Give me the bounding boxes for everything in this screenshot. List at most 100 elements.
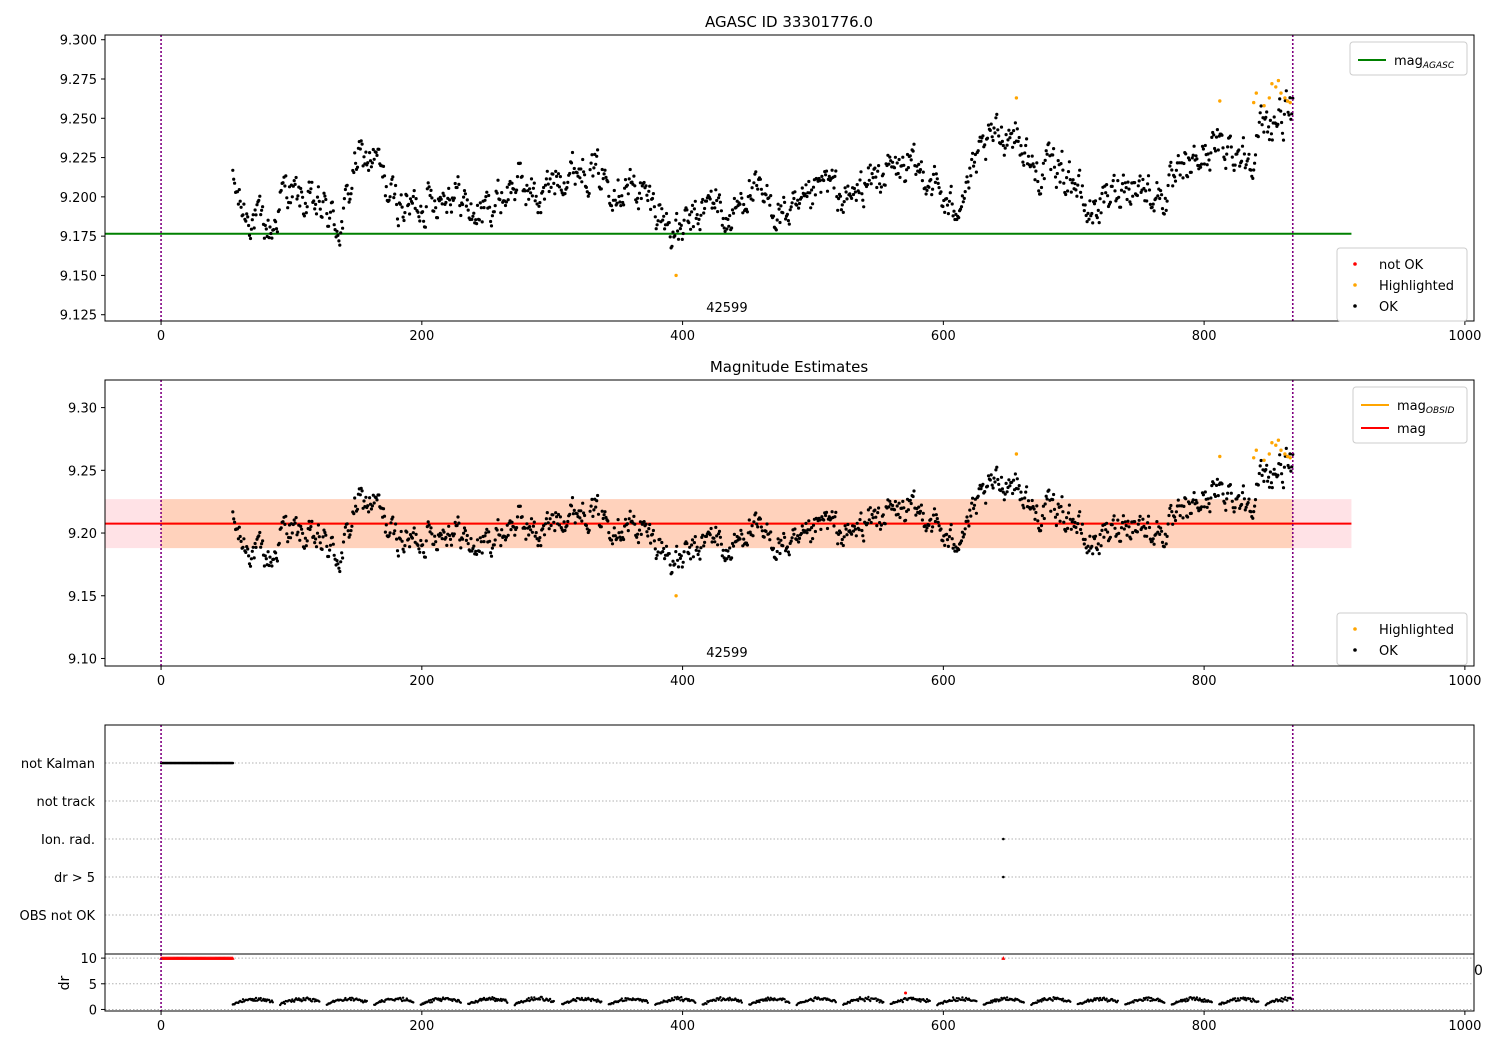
- ok-point: [1077, 514, 1081, 518]
- ok-point: [495, 191, 499, 195]
- dr-point: [313, 1000, 316, 1003]
- dr-point: [1132, 1001, 1135, 1004]
- ok-point: [747, 518, 751, 522]
- ok-point: [414, 532, 418, 537]
- ok-point: [471, 546, 475, 551]
- ok-point: [293, 182, 297, 186]
- ok-point: [1054, 185, 1058, 189]
- ok-point: [1012, 129, 1016, 133]
- ok-point: [463, 529, 467, 533]
- dr-point: [1197, 999, 1201, 1002]
- ok-point: [233, 520, 237, 524]
- ok-point: [704, 534, 709, 539]
- ok-point: [1162, 212, 1166, 216]
- ok-point: [507, 182, 511, 186]
- ok-point: [714, 525, 718, 530]
- ok-point: [388, 195, 392, 199]
- ok-point: [312, 534, 316, 538]
- ok-point: [1209, 496, 1213, 500]
- dr-point: [918, 997, 921, 1001]
- dr-point: [705, 1002, 708, 1006]
- ok-point: [1066, 511, 1071, 515]
- ok-point: [1145, 199, 1149, 203]
- ok-point: [525, 183, 529, 187]
- ok-point: [594, 162, 598, 166]
- ok-point: [388, 531, 392, 535]
- ok-point: [527, 533, 531, 537]
- dr-point: [961, 996, 964, 999]
- dr-point: [282, 1000, 286, 1004]
- dr-point: [1035, 1001, 1039, 1005]
- ok-point: [1187, 502, 1192, 506]
- ok-point: [1284, 446, 1288, 450]
- ok-point: [292, 518, 296, 522]
- obsid-label-panel-2: 42599: [706, 646, 747, 661]
- ok-point: [901, 155, 905, 159]
- ok-point: [698, 228, 702, 232]
- ok-point: [1253, 161, 1257, 165]
- ok-point: [962, 196, 966, 200]
- ok-point: [453, 181, 457, 186]
- ok-point: [693, 535, 697, 539]
- ok-point: [804, 521, 808, 526]
- ok-point: [845, 533, 849, 537]
- ok-point: [618, 200, 622, 204]
- ok-point: [284, 174, 288, 178]
- ok-point: [366, 504, 370, 508]
- ok-point: [358, 147, 362, 151]
- ok-point: [1150, 539, 1154, 543]
- ok-point: [852, 186, 857, 191]
- ok-point: [1120, 520, 1125, 525]
- ok-point: [852, 524, 857, 528]
- dr-point: [764, 997, 768, 1000]
- ok-point: [414, 197, 418, 201]
- ok-point: [267, 236, 271, 240]
- ok-point: [741, 211, 745, 215]
- ok-point: [1021, 503, 1025, 507]
- ok-point: [448, 203, 453, 207]
- dr-point: [400, 999, 404, 1003]
- ok-point: [1181, 176, 1185, 180]
- ok-point: [1174, 510, 1178, 514]
- point-legend-box: [1336, 612, 1468, 666]
- x-tick-label: 0: [157, 329, 165, 344]
- ok-point: [482, 206, 486, 210]
- ok-point: [335, 559, 339, 563]
- ok-point: [718, 535, 723, 539]
- dr-point: [680, 995, 683, 999]
- ok-point: [1246, 157, 1250, 161]
- ok-point: [615, 201, 619, 205]
- ok-point: [1049, 509, 1053, 513]
- ok-point: [1276, 122, 1280, 126]
- ok-point: [590, 153, 594, 157]
- ok-point: [478, 536, 482, 540]
- ok-point: [1284, 89, 1288, 93]
- ok-point: [1077, 174, 1081, 178]
- ok-point: [523, 189, 527, 193]
- ok-point: [1240, 491, 1245, 495]
- ok-point: [231, 510, 235, 514]
- ok-point: [509, 191, 513, 195]
- ok-point: [303, 536, 307, 540]
- y-tick-label: 9.200: [60, 191, 97, 206]
- ok-point: [936, 181, 940, 185]
- dr-point: [527, 996, 530, 1000]
- ok-point: [1148, 202, 1152, 206]
- ok-point: [474, 549, 478, 553]
- dr-point: [1236, 997, 1240, 1000]
- ok-point: [738, 537, 742, 541]
- ok-point: [1279, 462, 1283, 467]
- ok-point: [346, 192, 350, 196]
- ok-point: [618, 535, 622, 539]
- x-tick-label: 400: [670, 329, 695, 344]
- ok-point: [1129, 537, 1133, 541]
- dr-point: [404, 999, 408, 1002]
- ok-point: [1146, 174, 1151, 178]
- ok-point: [972, 160, 977, 164]
- ok-point: [440, 202, 444, 206]
- dr-point: [439, 997, 442, 1001]
- ok-point: [328, 210, 333, 214]
- ok-point: [239, 539, 243, 544]
- ok-point: [787, 222, 791, 226]
- ok-point: [633, 522, 637, 526]
